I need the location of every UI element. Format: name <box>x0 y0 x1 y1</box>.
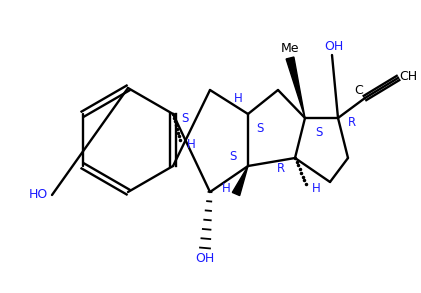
Polygon shape <box>286 57 305 118</box>
Text: OH: OH <box>195 251 215 265</box>
Text: Me: Me <box>281 42 299 54</box>
Text: R: R <box>277 161 285 175</box>
Text: OH: OH <box>324 40 344 52</box>
Text: S: S <box>229 149 237 163</box>
Text: H: H <box>312 183 320 195</box>
Text: H: H <box>221 181 230 195</box>
Text: H: H <box>187 139 195 151</box>
Polygon shape <box>232 166 248 195</box>
Text: C: C <box>354 84 363 96</box>
Text: S: S <box>181 112 189 125</box>
Text: H: H <box>234 91 242 105</box>
Text: R: R <box>348 117 356 130</box>
Text: S: S <box>315 125 322 139</box>
Text: S: S <box>256 122 264 134</box>
Text: CH: CH <box>399 69 417 83</box>
Text: HO: HO <box>28 188 48 202</box>
